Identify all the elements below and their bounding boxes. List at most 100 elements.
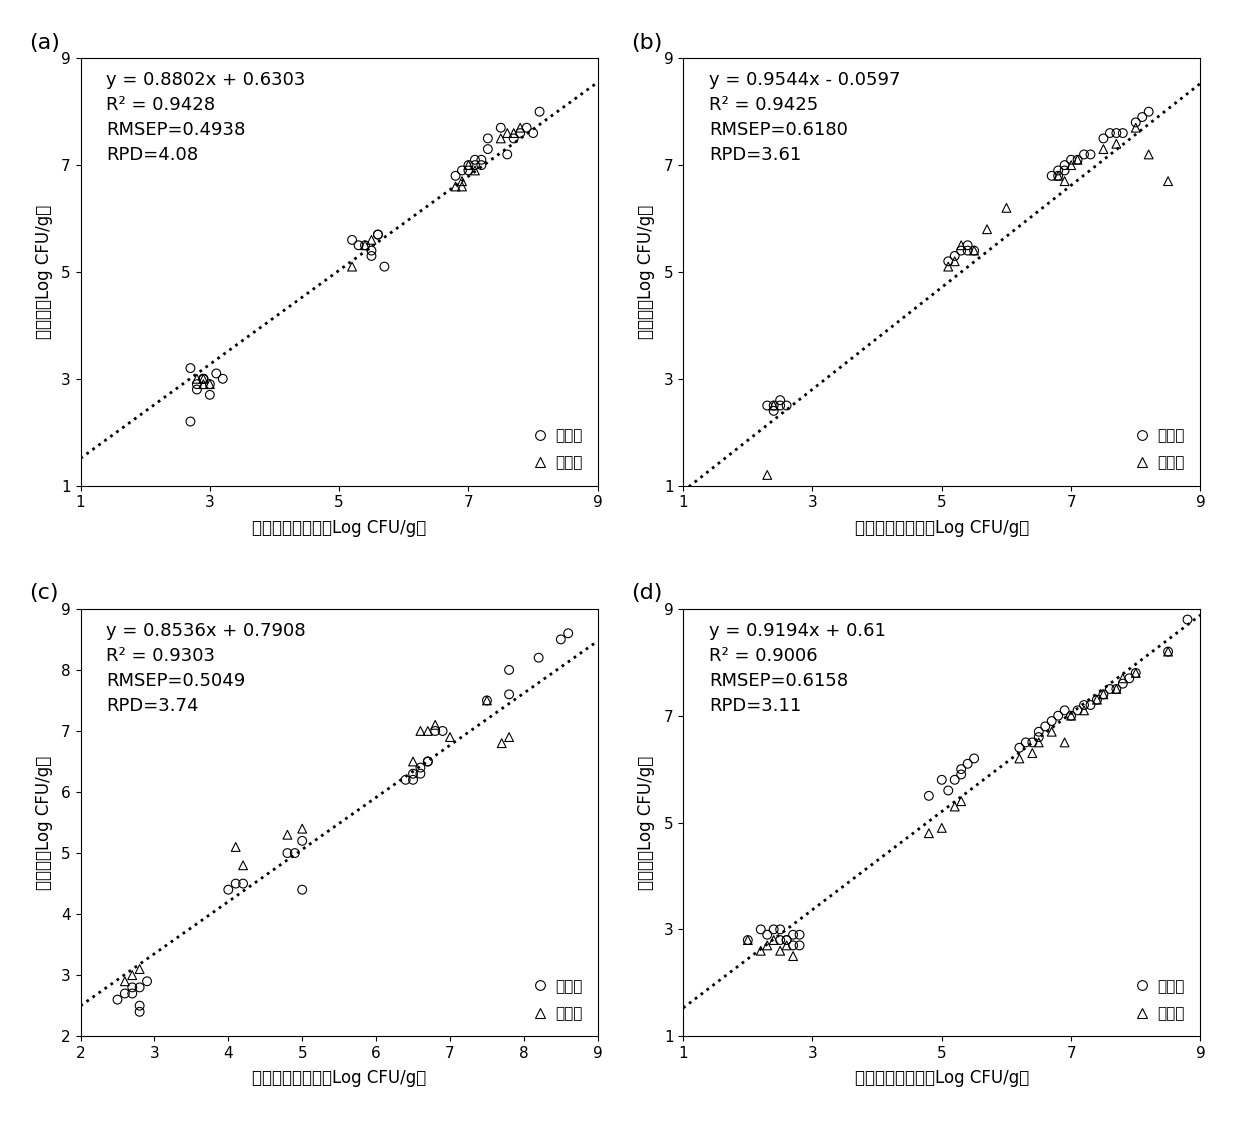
Point — [465, 150, 485, 168]
Point — [1087, 691, 1107, 709]
Point — [1042, 712, 1061, 730]
Point — [187, 370, 207, 388]
Point — [193, 370, 213, 388]
Text: y = 0.8802x + 0.6303
R² = 0.9428
RMSEP=0.4938
RPD=4.08: y = 0.8802x + 0.6303 R² = 0.9428 RMSEP=0… — [107, 71, 306, 164]
Point — [790, 926, 810, 944]
Point — [293, 820, 312, 838]
Point — [751, 941, 771, 959]
Point — [523, 125, 543, 142]
Point — [500, 728, 520, 746]
Point — [529, 103, 549, 121]
Point — [115, 984, 135, 1002]
Point — [1009, 749, 1029, 767]
Point — [1055, 162, 1075, 180]
Point — [459, 162, 479, 180]
Point — [510, 119, 529, 137]
Text: y = 0.9194x + 0.61
R² = 0.9006
RMSEP=0.6158
RPD=3.11: y = 0.9194x + 0.61 R² = 0.9006 RMSEP=0.6… — [709, 622, 885, 715]
Point — [939, 782, 959, 800]
Point — [1094, 129, 1114, 147]
Point — [510, 125, 529, 142]
Point — [770, 396, 790, 414]
Point — [477, 129, 497, 147]
Point — [500, 686, 520, 703]
Point — [1055, 156, 1075, 174]
Point — [776, 396, 796, 414]
Point — [1023, 744, 1043, 762]
Point — [1009, 738, 1029, 756]
X-axis label: 菌落总数真实值（Log CFU/g）: 菌落总数真实值（Log CFU/g） — [854, 1069, 1029, 1087]
Point — [187, 380, 207, 398]
Point — [1138, 103, 1158, 121]
Point — [951, 241, 971, 259]
Point — [459, 156, 479, 174]
Point — [1094, 686, 1114, 703]
Point — [1112, 670, 1132, 688]
Point — [477, 691, 497, 709]
Point — [138, 973, 157, 991]
Text: y = 0.9544x - 0.0597
R² = 0.9425
RMSEP=0.6180
RPD=3.61: y = 0.9544x - 0.0597 R² = 0.9425 RMSEP=0… — [709, 71, 900, 164]
Point — [957, 241, 977, 259]
Point — [181, 359, 201, 377]
Point — [1042, 167, 1061, 185]
Point — [497, 125, 517, 142]
Point — [403, 753, 423, 771]
Point — [919, 787, 939, 804]
Point — [503, 125, 523, 142]
Point — [418, 721, 438, 739]
Point — [919, 825, 939, 843]
Point — [1158, 643, 1178, 661]
Point — [1023, 734, 1043, 752]
Point — [764, 402, 784, 420]
Point — [465, 162, 485, 180]
X-axis label: 菌落总数真实值（Log CFU/g）: 菌落总数真实值（Log CFU/g） — [854, 518, 1029, 536]
Point — [362, 247, 382, 265]
Point — [206, 365, 226, 383]
Point — [776, 931, 796, 949]
Point — [130, 978, 150, 996]
Point — [181, 413, 201, 431]
Point — [362, 241, 382, 259]
Point — [1055, 701, 1075, 719]
Point — [285, 844, 305, 862]
Text: (b): (b) — [631, 33, 663, 53]
Point — [1048, 167, 1068, 185]
Point — [738, 931, 758, 949]
Point — [751, 920, 771, 938]
Point — [957, 755, 977, 773]
Point — [425, 716, 445, 734]
Point — [503, 129, 523, 147]
Point — [1094, 140, 1114, 158]
Point — [233, 856, 253, 874]
Point — [790, 937, 810, 955]
Point — [233, 875, 253, 893]
Point — [1126, 119, 1146, 137]
Point — [500, 661, 520, 679]
Point — [374, 258, 394, 276]
Point — [1068, 701, 1087, 719]
Point — [1112, 125, 1132, 142]
Point — [758, 396, 777, 414]
Legend: 建模集, 预测集: 建模集, 预测集 — [1127, 421, 1193, 478]
Point — [1074, 146, 1094, 164]
Point — [465, 156, 485, 174]
Point — [477, 691, 497, 709]
Point — [193, 375, 213, 393]
Point — [1048, 707, 1068, 725]
Point — [1016, 734, 1035, 752]
Point — [491, 119, 511, 137]
Point — [770, 941, 790, 959]
Point — [1126, 664, 1146, 682]
Point — [558, 624, 578, 642]
Point — [200, 375, 219, 393]
Point — [1068, 150, 1087, 168]
Point — [1042, 723, 1061, 741]
Point — [1074, 701, 1094, 719]
Legend: 建模集, 预测集: 建模集, 预测集 — [525, 971, 590, 1029]
Point — [471, 156, 491, 174]
Point — [193, 370, 213, 388]
Point — [471, 150, 491, 168]
Point — [1106, 125, 1126, 142]
Y-axis label: 预测值（Log CFU/g）: 预测值（Log CFU/g） — [35, 755, 53, 890]
Point — [410, 721, 430, 739]
Point — [945, 798, 965, 816]
